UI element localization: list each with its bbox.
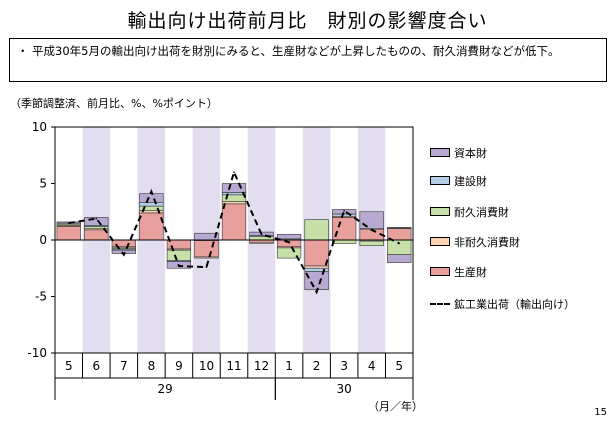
bar-segment <box>84 229 109 241</box>
x-tick-label: 6 <box>92 359 100 373</box>
unit-label: （季節調整済、前月比、%、%ポイント） <box>10 97 218 110</box>
bar-segment <box>304 239 329 267</box>
x-tick-label: 5 <box>395 359 403 373</box>
bar-segment <box>276 234 302 240</box>
bar-segment <box>332 209 357 215</box>
legend-swatch <box>430 148 450 157</box>
line-series-point <box>315 291 318 293</box>
x-tick-label: 9 <box>175 359 183 373</box>
bar-segment <box>221 203 247 241</box>
line-series-point <box>370 229 373 231</box>
x-tick-label: 1 <box>285 359 293 373</box>
year-label: 29 <box>158 382 173 396</box>
line-series-point <box>288 241 290 244</box>
legend-swatch <box>430 237 450 246</box>
legend-label: 鉱工業出荷（輸出向け） <box>454 298 575 311</box>
bar-segment <box>304 265 329 269</box>
y-tick-label: -10 <box>27 346 47 360</box>
x-tick-label: 8 <box>148 359 156 373</box>
bar-segment <box>111 239 136 248</box>
y-tick-label: 10 <box>32 120 47 134</box>
line-series-point <box>398 242 401 245</box>
x-axis-unit-label: （月／年） <box>368 399 423 413</box>
bar-segment <box>139 202 164 207</box>
y-tick-label: 5 <box>39 177 47 191</box>
legend-label: 生産財 <box>454 266 487 279</box>
year-label: 30 <box>337 382 352 396</box>
line-series-point <box>233 171 235 173</box>
bar-segment <box>194 239 219 258</box>
legend-swatch <box>430 267 450 276</box>
y-tick-label: -5 <box>35 290 47 304</box>
bar-segment <box>139 193 164 204</box>
bar-segment <box>194 256 219 259</box>
bar-segment <box>359 240 384 246</box>
x-tick-label: 5 <box>65 359 73 373</box>
bar-segment <box>387 227 412 229</box>
legend-label: 耐久消費財 <box>454 206 509 219</box>
bar-segment <box>166 249 192 261</box>
bar-segment <box>387 254 412 263</box>
line-series-point <box>150 190 153 193</box>
x-tick-label: 3 <box>340 359 348 373</box>
bar-segment <box>332 239 357 244</box>
line-series-point <box>205 266 208 268</box>
page-title: 輸出向け出荷前月比 財別の影響度合い <box>127 10 488 32</box>
bar-segment <box>249 241 274 244</box>
y-tick-label: 0 <box>39 233 47 247</box>
bar-segment <box>359 211 384 230</box>
bar-segment <box>276 247 302 259</box>
bar-segment <box>56 226 81 241</box>
bar-segment <box>332 213 357 217</box>
summary-note-box: ・ 平成30年5月の輸出向け出荷を財別にみると、生産財などが上昇したものの、耐久… <box>9 38 607 82</box>
x-tick-label: 10 <box>199 359 214 373</box>
legend-line-swatch <box>430 303 450 305</box>
bar-segment <box>139 212 164 241</box>
x-tick-label: 11 <box>226 359 241 373</box>
legend-label: 資本財 <box>454 147 487 160</box>
line-series-point <box>67 222 70 224</box>
bar-segment <box>304 271 329 291</box>
x-tick-label: 2 <box>313 359 321 373</box>
bar-segment <box>304 219 329 241</box>
note-text: 平成30年5月の輸出向け出荷を財別にみると、生産財などが上昇したものの、耐久消費… <box>32 44 560 58</box>
legend-label: 建設財 <box>454 175 487 188</box>
page-number: 15 <box>594 407 607 418</box>
x-tick-label: 7 <box>120 359 128 373</box>
legend-label: 非耐久消費財 <box>454 236 520 249</box>
line-series-point <box>178 265 180 267</box>
legend-swatch <box>430 176 450 185</box>
x-tick-label: 4 <box>368 359 376 373</box>
legend-swatch <box>430 207 450 216</box>
line-series-point <box>95 217 98 220</box>
line-series-point <box>260 233 263 236</box>
line-series-point <box>123 253 125 256</box>
line-series-point <box>343 209 345 212</box>
bar-segment <box>387 239 412 255</box>
x-tick-label: 12 <box>254 359 269 373</box>
bar-segment <box>221 183 247 193</box>
note-bullet: ・ <box>17 44 29 58</box>
